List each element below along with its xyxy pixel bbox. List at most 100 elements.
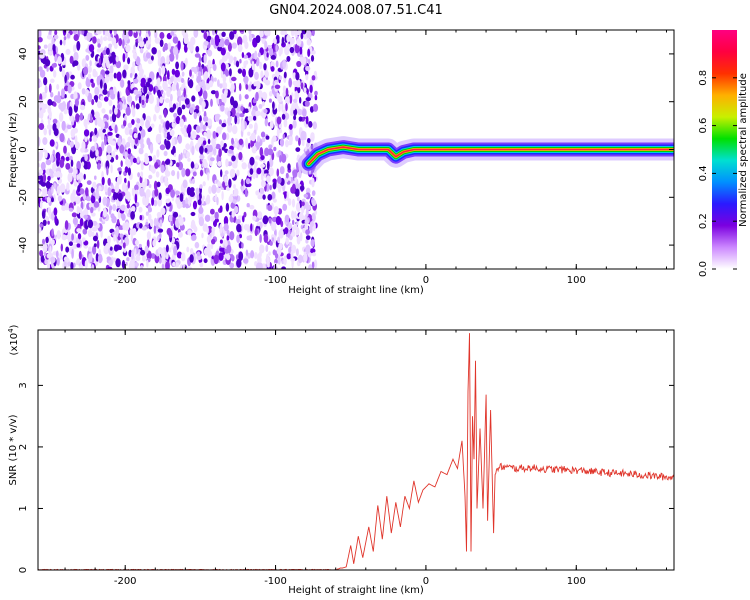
spectrogram-noise-speckle — [314, 95, 318, 101]
spectrogram-noise-speckle — [306, 30, 312, 39]
spectrogram-noise-speckle — [294, 81, 298, 88]
spectrogram-noise-speckle — [271, 191, 276, 200]
spectrogram-noise-speckle — [295, 147, 301, 153]
spectrogram-noise-speckle — [140, 264, 144, 269]
spectrogram-noise-speckle — [141, 99, 145, 106]
spectrogram-noise-speckle — [308, 92, 313, 99]
spectrogram-noise-speckle — [314, 210, 318, 215]
spectrogram-noise-speckle — [302, 108, 307, 118]
spectrogram-noise-speckle — [151, 197, 155, 206]
spectrogram-noise-speckle — [86, 31, 91, 42]
spectrogram-ridge-band — [307, 146, 674, 165]
spectrogram-noise-speckle — [195, 84, 201, 92]
spectrogram-noise-speckle — [282, 85, 286, 93]
spectrogram-noise-speckle — [117, 167, 122, 172]
spectrogram-noise-speckle — [220, 140, 224, 148]
spectrogram-noise-speckle — [191, 145, 195, 156]
spectrogram-noise-speckle — [107, 266, 113, 269]
spectrogram-noise-speckle — [47, 99, 53, 106]
spectrogram-noise-speckle — [224, 39, 230, 46]
spectrogram-noise-speckle — [212, 147, 217, 156]
spectrogram-noise-speckle — [267, 194, 273, 201]
spectrogram-noise-speckle — [257, 135, 261, 143]
spectrogram-noise-speckle — [305, 239, 309, 244]
spectrogram-noise-speckle — [256, 222, 261, 227]
spectrogram-noise-speckle — [79, 188, 85, 195]
spectrogram-noise-speckle — [303, 193, 308, 198]
spectrogram-noise-speckle — [290, 30, 295, 37]
spectrogram-noise-speckle — [123, 98, 126, 105]
spectrogram-noise-speckle — [211, 184, 217, 194]
spectrogram-noise-speckle — [87, 73, 92, 80]
spectrogram-noise-speckle — [54, 34, 59, 40]
spectrogram-noise-speckle — [83, 214, 88, 219]
spectrogram-noise-speckle — [59, 65, 63, 72]
spectrogram-noise-speckle — [76, 160, 81, 171]
spectrogram-noise-speckle — [275, 215, 281, 226]
spectrogram-noise-speckle — [221, 122, 227, 128]
spectrogram-noise-speckle — [208, 186, 212, 194]
spectrogram-noise-speckle — [272, 38, 277, 45]
colorbar-tick-label: 0.8 — [698, 70, 709, 86]
spectrogram-noise-speckle — [39, 250, 44, 257]
spectrogram-noise-speckle — [312, 121, 317, 130]
spectrogram-noise-speckle — [292, 72, 297, 80]
spectrogram-noise-speckle — [92, 245, 97, 255]
spectrogram-noise-speckle — [238, 138, 244, 145]
spectrogram-noise-speckle — [191, 130, 197, 140]
spectrogram-noise-speckle — [140, 117, 145, 127]
spectrogram-ridge — [297, 136, 674, 175]
spectrogram-noise-speckle — [285, 236, 289, 245]
spectrogram-noise-speckle — [267, 262, 270, 268]
spectrogram-noise-speckle — [259, 61, 263, 70]
spectrogram-noise-speckle — [227, 116, 232, 126]
spectrogram-noise-speckle — [173, 152, 177, 158]
spectrogram-noise-speckle — [95, 192, 100, 200]
spectrogram-noise-speckle — [94, 86, 100, 96]
spectrogram-noise-speckle — [111, 188, 115, 193]
spectrogram-noise-speckle — [71, 212, 77, 218]
spectrogram-noise-speckle — [162, 80, 168, 91]
snr-ticks: -200 -100 0 100 0 1 2 3 — [18, 330, 674, 587]
spectrogram-noise-speckle — [202, 140, 207, 145]
spectrogram-noise-speckle — [119, 144, 125, 154]
spectrogram-noise-speckle — [297, 108, 303, 116]
spectrogram-noise-speckle — [217, 160, 222, 167]
spectrogram-noise-speckle — [105, 242, 111, 250]
spectrogram-noise-speckle — [291, 210, 295, 220]
spectrogram-noise-speckle — [199, 262, 204, 268]
spectrogram-noise-speckle — [148, 94, 154, 104]
spectrogram-noise-speckle — [122, 69, 127, 79]
spectrogram-noise-speckle — [47, 175, 51, 181]
spectrogram-ytick-label: 40 — [18, 48, 29, 61]
spectrogram-noise-speckle — [282, 133, 285, 140]
spectrogram-noise-speckle — [277, 184, 282, 193]
spectrogram-noise-speckle — [74, 98, 79, 107]
spectrogram-noise-speckle — [136, 156, 140, 164]
spectrogram-noise-speckle — [183, 149, 186, 154]
spectrogram-noise-speckle — [84, 260, 88, 269]
spectrogram-noise-speckle — [274, 84, 281, 90]
spectrogram-noise-speckle — [171, 122, 176, 129]
spectrogram-noise-speckle — [278, 229, 284, 239]
spectrogram-noise-speckle — [252, 98, 257, 104]
spectrogram-noise-speckle — [308, 264, 313, 269]
spectrogram-noise-speckle — [234, 115, 238, 125]
spectrogram-noise-speckle — [87, 65, 92, 73]
colorbar-tick-label: 0.2 — [698, 213, 709, 229]
spectrogram-noise-speckle — [132, 157, 137, 164]
spectrogram-noise-speckle — [283, 118, 288, 128]
spectrogram-noise-speckle — [198, 81, 204, 87]
spectrogram-noise-speckle — [180, 60, 184, 71]
spectrogram-noise-speckle — [99, 79, 103, 89]
spectrogram-noise-speckle — [268, 144, 273, 149]
spectrogram-noise-speckle — [124, 151, 128, 161]
spectrogram-noise-speckle — [40, 254, 45, 263]
spectrogram-noise-speckle — [253, 115, 257, 121]
spectrogram-noise-speckle — [83, 173, 86, 180]
spectrogram-noise-speckle — [91, 212, 96, 217]
spectrogram-noise-speckle — [226, 244, 232, 254]
spectrogram-noise-speckle — [223, 55, 227, 61]
spectrogram-noise-speckle — [259, 147, 264, 157]
spectrogram-noise-speckle — [63, 145, 67, 154]
